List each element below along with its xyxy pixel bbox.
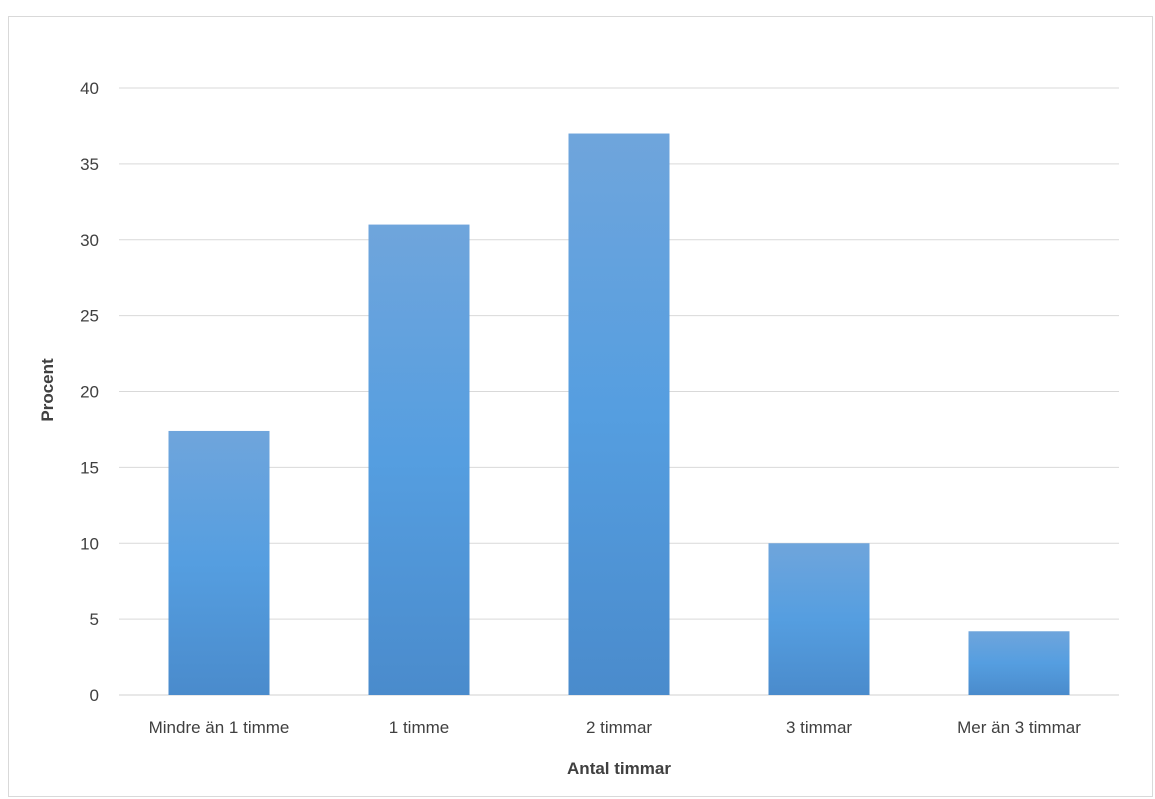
x-tick-label: Mer än 3 timmar	[957, 718, 1081, 737]
y-axis-title: Procent	[38, 358, 57, 422]
y-tick-label: 35	[80, 155, 99, 174]
x-tick-label: 3 timmar	[786, 718, 852, 737]
x-tick-label: Mindre än 1 timme	[149, 718, 290, 737]
y-tick-label: 30	[80, 231, 99, 250]
bars	[168, 133, 1070, 695]
x-tick-label: 1 timme	[389, 718, 449, 737]
x-axis-ticks: Mindre än 1 timme 1 timme 2 timmar 3 timmar…	[149, 718, 1082, 737]
bar-4	[768, 543, 870, 695]
y-tick-label: 20	[80, 383, 99, 402]
y-tick-label: 10	[80, 534, 99, 553]
y-tick-label: 40	[80, 79, 99, 98]
y-tick-label: 15	[80, 458, 99, 477]
y-tick-label: 5	[90, 610, 99, 629]
y-tick-label: 25	[80, 307, 99, 326]
bar-3	[568, 133, 670, 695]
x-axis-title: Antal timmar	[567, 759, 671, 778]
y-tick-label: 0	[90, 686, 99, 705]
y-axis-ticks: 0 5 10 15 20 25 30 35 40	[80, 79, 99, 705]
bar-5	[968, 631, 1070, 695]
x-tick-label: 2 timmar	[586, 718, 652, 737]
bar-2	[368, 224, 470, 695]
bar-1	[168, 430, 270, 695]
